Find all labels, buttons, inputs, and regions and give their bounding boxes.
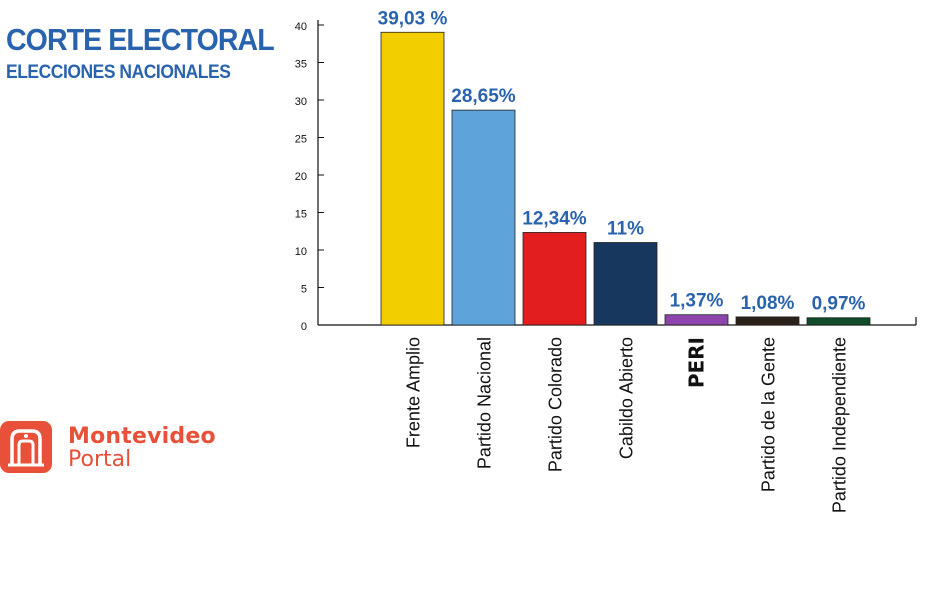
data-label: 39,03 %	[378, 8, 448, 29]
bar	[735, 316, 800, 326]
chart-title: CORTE ELECTORAL	[6, 22, 275, 57]
data-label: 12,34%	[522, 208, 587, 229]
data-label: 1,37%	[670, 291, 724, 312]
logo-text-line2: Portal	[68, 447, 132, 472]
bar	[806, 317, 871, 326]
data-label: 11%	[607, 219, 644, 240]
y-tick-label: 15	[295, 209, 307, 221]
y-tick-label: 10	[295, 246, 307, 258]
y-tick-label: 25	[295, 134, 307, 146]
y-tick-label: 35	[295, 59, 307, 71]
y-tick-label: 20	[295, 171, 307, 183]
bar	[380, 31, 445, 326]
category-label: Partido Colorado	[546, 337, 566, 472]
category-label: Frente Amplio	[404, 337, 424, 448]
y-tick-label: 5	[301, 284, 307, 296]
bar	[664, 314, 729, 326]
category-label: Partido Nacional	[475, 337, 495, 469]
data-label: 28,65%	[451, 86, 516, 107]
y-tick-label: 40	[295, 21, 307, 33]
y-tick-label: 0	[301, 321, 307, 333]
bar	[522, 232, 587, 326]
y-tick-label: 30	[295, 96, 307, 108]
category-label: Partido Independiente	[830, 337, 850, 513]
bar	[451, 109, 516, 326]
chart-subtitle: ELECCIONES NACIONALES	[6, 62, 231, 83]
logo-text-line1: Montevideo	[68, 424, 216, 449]
data-label: 1,08%	[741, 293, 795, 314]
category-label: PERI	[685, 337, 709, 388]
bar	[593, 242, 658, 326]
montevideo-portal-logo: Montevideo Portal	[0, 418, 216, 474]
data-label: 0,97%	[812, 294, 866, 315]
category-label: Partido de la Gente	[759, 337, 779, 492]
montevideo-logo-icon	[0, 421, 52, 473]
category-label: Cabildo Abierto	[617, 337, 637, 459]
